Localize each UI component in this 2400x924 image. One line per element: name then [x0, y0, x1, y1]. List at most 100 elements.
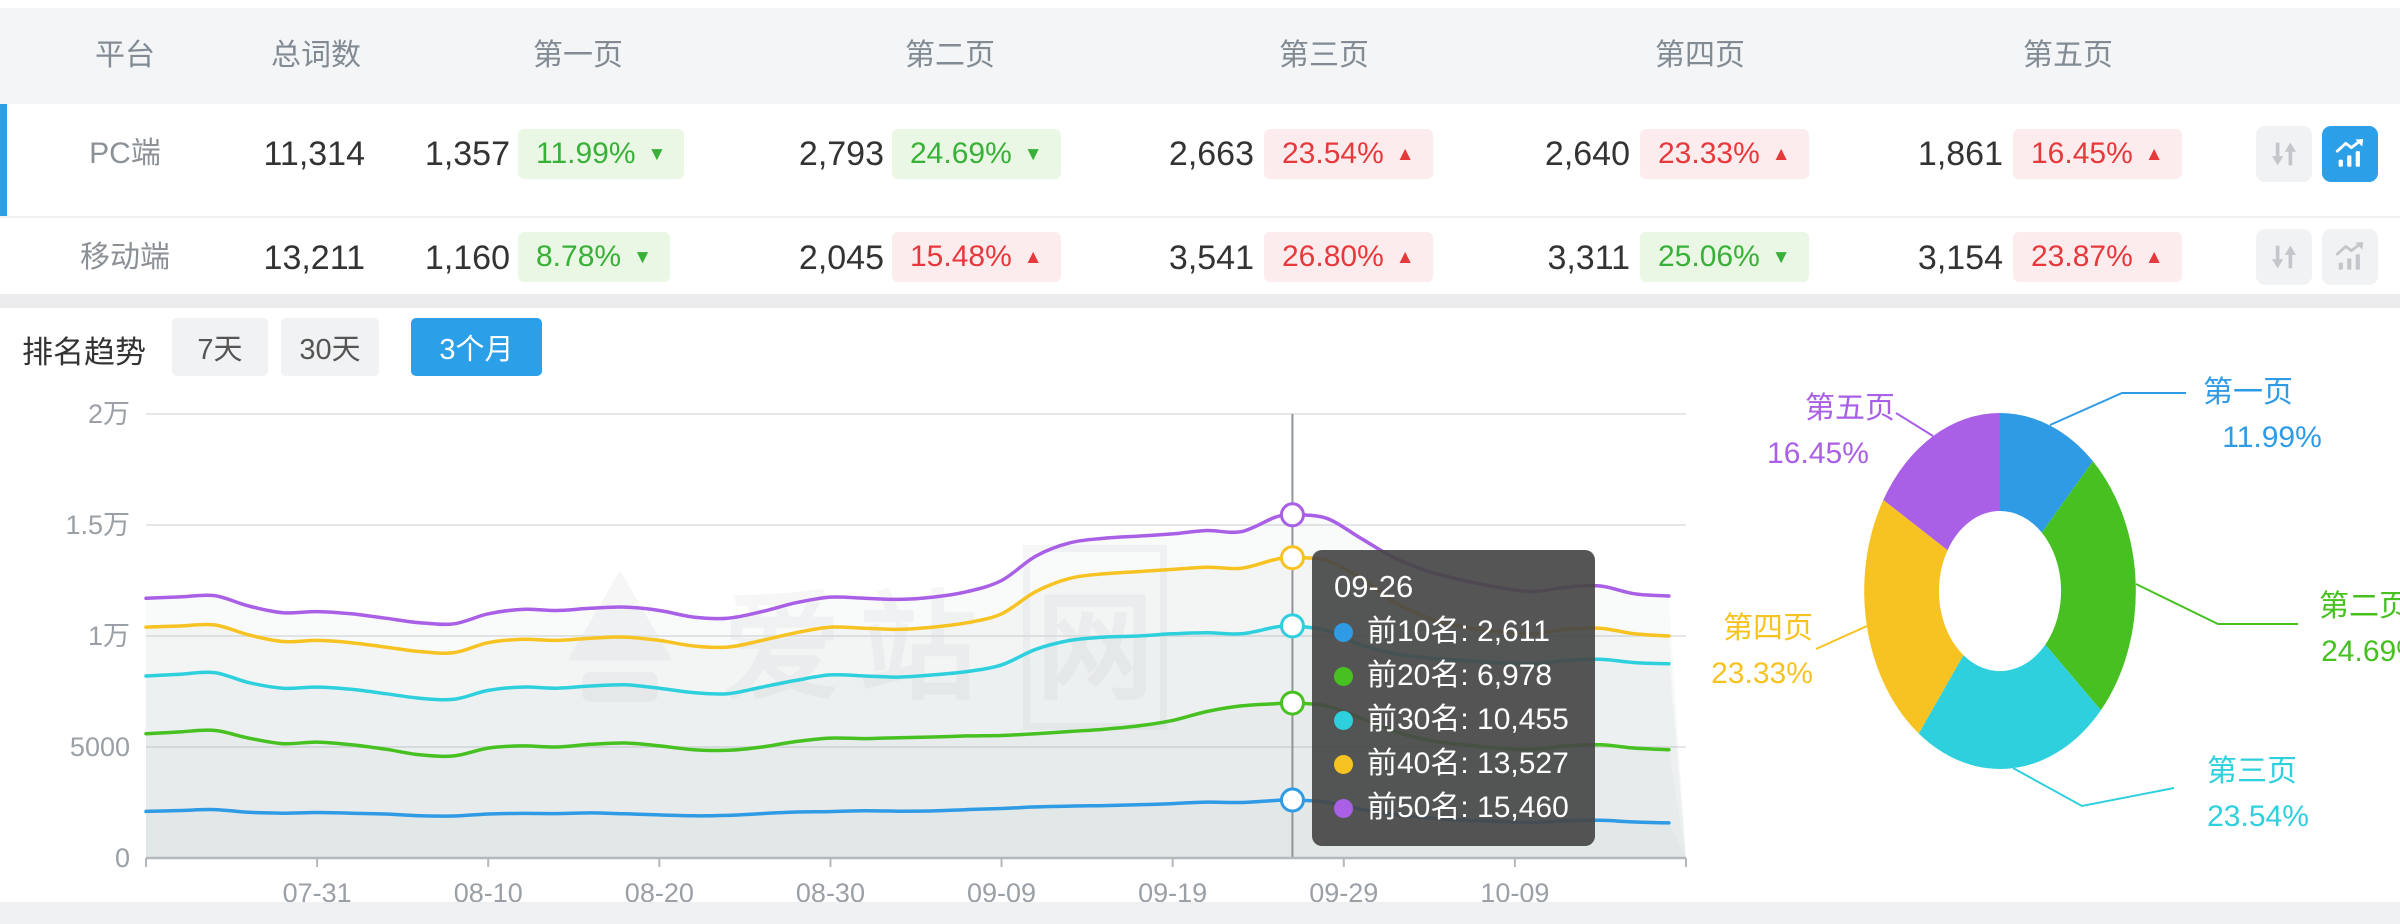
table-header-row: 平台 总词数 第一页 第二页 第三页 第四页 第五页 — [0, 8, 2400, 104]
series-dot-icon — [1334, 710, 1353, 730]
trend-section-title: 排名趋势 — [22, 335, 146, 370]
total-words-value: 13,211 — [263, 239, 365, 277]
footer-band — [0, 902, 2400, 924]
page3-count: 3,541 — [1168, 239, 1254, 277]
page3-pct-badge: 23.54% ▲ — [1264, 129, 1433, 179]
pie-slice-page4[interactable] — [1864, 499, 1964, 734]
pie-slice-page2[interactable] — [2041, 461, 2136, 711]
tooltip-series-row: 前20名: 6,978 — [1334, 654, 1569, 698]
pct-value: 24.69% — [910, 137, 1012, 170]
tooltip-date: 09-26 — [1334, 569, 1414, 604]
series-area-top50 — [146, 514, 1686, 858]
up-triangle-icon: ▲ — [1395, 143, 1415, 165]
pie-pct-page5: 16.45% — [1767, 437, 1869, 470]
page1-pct-badge: 8.78% ▼ — [518, 232, 670, 282]
row-divider — [0, 216, 2400, 218]
pie-slice-page3[interactable] — [1918, 644, 2101, 769]
page4-pct-badge: 25.06% ▼ — [1640, 232, 1809, 282]
hover-marker-top40 — [1279, 545, 1305, 571]
up-triangle-icon: ▲ — [2144, 143, 2164, 165]
series-value: 前40名: 13,527 — [1367, 747, 1569, 780]
sort-button[interactable] — [2256, 126, 2312, 182]
page5-pct-badge: 16.45% ▲ — [2013, 129, 2182, 179]
page4-count: 2,640 — [1544, 135, 1630, 173]
col-header-total: 总词数 — [271, 39, 361, 72]
up-triangle-icon: ▲ — [1771, 143, 1791, 165]
series-dot-icon — [1334, 798, 1353, 818]
col-header-page5: 第五页 — [2023, 39, 2113, 72]
pct-value: 11.99% — [536, 137, 636, 170]
section-divider — [0, 294, 2400, 308]
series-value: 前50名: 15,460 — [1367, 791, 1569, 824]
series-value: 前20名: 6,978 — [1367, 659, 1553, 692]
col-header-platform: 平台 — [95, 39, 155, 72]
down-triangle-icon: ▼ — [647, 143, 667, 165]
sort-arrows-icon — [2271, 245, 2297, 269]
active-row-indicator — [0, 104, 7, 216]
hover-marker-top30 — [1279, 613, 1305, 639]
up-triangle-icon: ▲ — [1395, 246, 1415, 268]
col-header-page1: 第一页 — [533, 39, 623, 72]
tab-3months[interactable]: 3个月 — [411, 318, 542, 376]
page5-pct-badge: 23.87% ▲ — [2013, 232, 2182, 282]
watermark-text: 爱站 — [723, 552, 995, 723]
y-axis-label: 1.5万 — [65, 510, 130, 540]
pie-slice-page1[interactable] — [2000, 413, 2093, 533]
pie-label-page4: 第四页 — [1723, 612, 1813, 645]
pie-label-page3: 第三页 — [2207, 755, 2297, 788]
chart-tooltip: 09-26 前10名: 2,611 前20名: 6,978 前30名: 10,455… — [1312, 550, 1595, 846]
tooltip-series-row: 前30名: 10,455 — [1334, 698, 1569, 742]
pie-label-leader-page5 — [1895, 412, 1934, 437]
down-triangle-icon: ▼ — [633, 246, 652, 268]
trend-chart-icon — [2335, 242, 2364, 270]
tab-7days[interactable]: 7天 — [172, 318, 268, 376]
page3-count: 2,663 — [1168, 135, 1254, 173]
series-dot-icon — [1334, 622, 1353, 642]
series-value: 前10名: 2,611 — [1367, 615, 1550, 648]
platform-label: PC端 — [89, 137, 161, 170]
up-triangle-icon: ▲ — [2144, 246, 2164, 268]
pie-label-page5: 第五页 — [1805, 392, 1895, 425]
pct-value: 23.54% — [1282, 137, 1384, 170]
page4-pct-badge: 23.33% ▲ — [1640, 129, 1809, 179]
table-row-pc[interactable]: PC端 11,314 1,357 11.99% ▼ 2,793 24.69% ▼ 2,663… — [0, 104, 2400, 216]
page1-count: 1,357 — [424, 135, 510, 173]
down-triangle-icon: ▼ — [1023, 143, 1043, 165]
page5-count: 3,154 — [1917, 239, 2003, 277]
pct-value: 25.06% — [1658, 240, 1760, 273]
chart-button[interactable] — [2322, 229, 2378, 285]
total-words-value: 11,314 — [263, 135, 365, 173]
col-header-page4: 第四页 — [1655, 39, 1745, 72]
pie-label-leader-page3 — [2012, 767, 2175, 808]
hover-marker-top20 — [1279, 690, 1305, 716]
page5-count: 1,861 — [1917, 135, 2003, 173]
pie-pct-page3: 23.54% — [2207, 800, 2309, 833]
pie-pct-page2: 24.69% — [2321, 635, 2400, 668]
down-triangle-icon: ▼ — [1771, 246, 1791, 268]
y-axis-label: 0 — [115, 843, 130, 873]
y-axis-label: 2万 — [88, 399, 130, 429]
y-axis-label: 5000 — [70, 732, 130, 762]
watermark-text-boxed: 网 — [1023, 545, 1168, 730]
pie-label-leader-page4 — [1815, 625, 1868, 650]
page1-count: 1,160 — [424, 239, 510, 277]
pie-pct-page1: 11.99% — [2222, 421, 2322, 454]
sort-arrows-icon — [2271, 142, 2297, 166]
table-row-mobile[interactable]: 移动端 13,211 1,160 8.78% ▼ 2,045 15.48% ▲ 3,541 2… — [0, 218, 2400, 294]
platform-label: 移动端 — [80, 241, 170, 274]
pie-label-page2: 第二页 — [2319, 590, 2400, 623]
series-dot-icon — [1334, 666, 1353, 686]
series-area-top20 — [146, 702, 1686, 858]
tooltip-series-row: 前10名: 2,611 — [1334, 610, 1569, 654]
pct-value: 16.45% — [2031, 137, 2133, 170]
pct-value: 23.33% — [1658, 137, 1760, 170]
tooltip-series-row: 前50名: 15,460 — [1334, 786, 1569, 830]
pie-slice-page5[interactable] — [1883, 413, 2000, 551]
pie-label-page1: 第一页 — [2203, 376, 2293, 409]
tab-30days[interactable]: 30天 — [281, 318, 379, 376]
sort-button[interactable] — [2256, 229, 2312, 285]
series-dot-icon — [1334, 754, 1353, 774]
chart-button[interactable] — [2322, 126, 2378, 182]
